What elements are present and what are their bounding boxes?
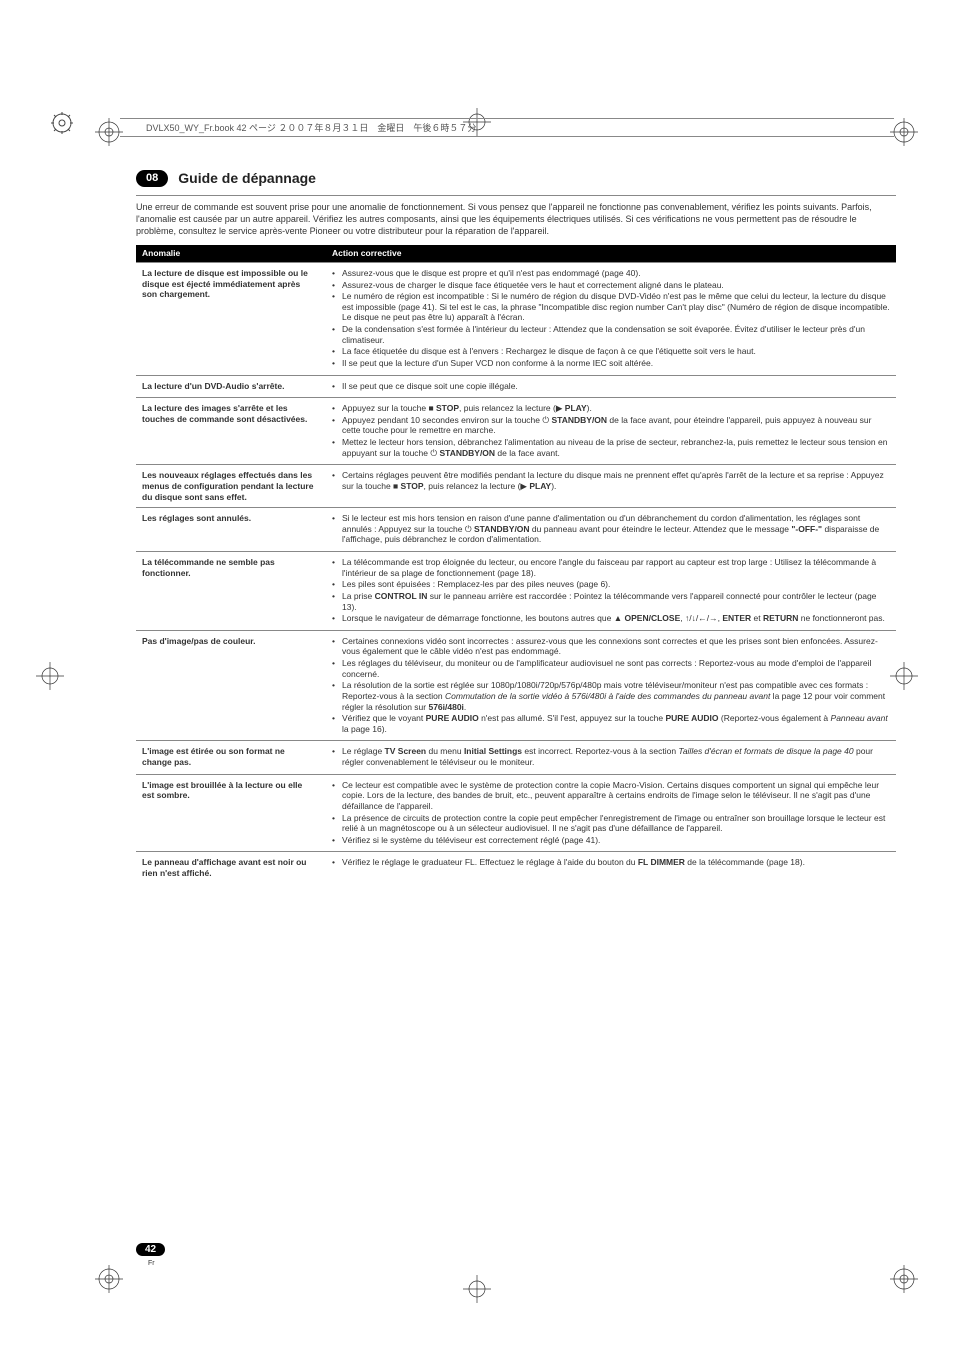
action-list: Assurez-vous que le disque est propre et… [332,268,890,369]
action-item: La télécommande est trop éloignée du lec… [332,557,890,578]
action-list: Appuyez sur la touche ■ STOP, puis relan… [332,403,890,458]
action-item: La présence de circuits de protection co… [332,813,890,834]
table-row: L'image est étirée ou son format ne chan… [136,741,896,774]
anomaly-cell: Les nouveaux réglages effectués dans les… [136,465,326,508]
table-row: Le panneau d'affichage avant est noir ou… [136,852,896,884]
troubleshoot-table: Anomalie Action corrective La lecture de… [136,245,896,883]
action-cell: Assurez-vous que le disque est propre et… [326,262,896,375]
table-row: La lecture d'un DVD-Audio s'arrête. Il se… [136,375,896,398]
anomaly-cell: Pas d'image/pas de couleur. [136,630,326,741]
action-list: La télécommande est trop éloignée du lec… [332,557,890,624]
troubleshoot-tbody: La lecture de disque est impossible ou l… [136,262,896,883]
page-number-sub: Fr [148,1260,155,1267]
action-cell: Il se peut que ce disque soit une copie … [326,375,896,398]
action-item: Appuyez sur la touche ■ STOP, puis relan… [332,403,890,414]
action-item: Assurez-vous de charger le disque face é… [332,280,890,291]
crop-mark-top-right [890,118,918,146]
crop-mark-bottom-left [95,1265,123,1293]
header-strip-text: DVLX50_WY_Fr.book 42 ページ ２００７年８月３１日 金曜日 … [146,123,476,133]
action-list: Certains réglages peuvent être modifiés … [332,470,890,491]
chapter-header: 08 Guide de dépannage [136,170,896,187]
chapter-title: Guide de dépannage [178,170,316,187]
table-row: La télécommande ne semble pas fonctionne… [136,552,896,631]
action-item: Certains réglages peuvent être modifiés … [332,470,890,491]
action-cell: Si le lecteur est mis hors tension en ra… [326,508,896,552]
table-row: La lecture de disque est impossible ou l… [136,262,896,375]
th-action: Action corrective [326,245,896,262]
action-list: Certaines connexions vidéo sont incorrec… [332,636,890,735]
action-item: Le numéro de région est incompatible : S… [332,291,890,323]
action-cell: Le réglage TV Screen du menu Initial Set… [326,741,896,774]
table-row: Pas d'image/pas de couleur. Certaines con… [136,630,896,741]
chapter-rule [136,195,896,196]
anomaly-cell: L'image est étirée ou son format ne chan… [136,741,326,774]
anomaly-cell: La télécommande ne semble pas fonctionne… [136,552,326,631]
action-list: Si le lecteur est mis hors tension en ra… [332,513,890,545]
action-item: Les réglages du téléviseur, du moniteur … [332,658,890,679]
anomaly-cell: L'image est brouillée à la lecture ou el… [136,774,326,852]
action-item: Si le lecteur est mis hors tension en ra… [332,513,890,545]
action-item: Vérifiez que le voyant PURE AUDIO n'est … [332,713,890,734]
anomaly-cell: La lecture de disque est impossible ou l… [136,262,326,375]
action-item: Les piles sont épuisées : Remplacez-les … [332,579,890,590]
crop-mark-mid-left [36,662,64,690]
action-list: Il se peut que ce disque soit une copie … [332,381,890,392]
action-item: Il se peut que la lecture d'un Super VCD… [332,358,890,369]
action-cell: Vérifiez le réglage le graduateur FL. Ef… [326,852,896,884]
table-row: L'image est brouillée à la lecture ou el… [136,774,896,852]
action-cell: Certaines connexions vidéo sont incorrec… [326,630,896,741]
action-item: Mettez le lecteur hors tension, débranch… [332,437,890,458]
action-item: Le réglage TV Screen du menu Initial Set… [332,746,890,767]
action-list: Le réglage TV Screen du menu Initial Set… [332,746,890,767]
action-item: De la condensation s'est formée à l'inté… [332,324,890,345]
print-header-strip: DVLX50_WY_Fr.book 42 ページ ２００７年８月３１日 金曜日 … [120,118,894,137]
action-item: Appuyez pendant 10 secondes environ sur … [332,415,890,436]
page-body: 08 Guide de dépannage Une erreur de comm… [136,170,896,884]
action-item: Ce lecteur est compatible avec le systèm… [332,780,890,812]
action-cell: La télécommande est trop éloignée du lec… [326,552,896,631]
table-row: Les réglages sont annulés.Si le lecteur … [136,508,896,552]
crop-mark-bottom-right [890,1265,918,1293]
gear-icon [50,111,74,137]
action-item: La prise CONTROL IN sur le panneau arriè… [332,591,890,612]
th-anomalie: Anomalie [136,245,326,262]
action-list: Vérifiez le réglage le graduateur FL. Ef… [332,857,890,868]
action-list: Ce lecteur est compatible avec le systèm… [332,780,890,846]
action-cell: Ce lecteur est compatible avec le systèm… [326,774,896,852]
action-item: Certaines connexions vidéo sont incorrec… [332,636,890,657]
action-item: Il se peut que ce disque soit une copie … [332,381,890,392]
action-item: La face étiquetée du disque est à l'enve… [332,346,890,357]
anomaly-cell: La lecture des images s'arrête et les to… [136,398,326,465]
action-item: Lorsque le navigateur de démarrage fonct… [332,613,890,624]
action-cell: Appuyez sur la touche ■ STOP, puis relan… [326,398,896,465]
table-row: La lecture des images s'arrête et les to… [136,398,896,465]
crop-mark-top-left [95,118,123,146]
intro-paragraph: Une erreur de commande est souvent prise… [136,202,896,237]
action-item: Vérifiez le réglage le graduateur FL. Ef… [332,857,890,868]
page-number-badge: 42 [136,1243,165,1256]
action-cell: Certains réglages peuvent être modifiés … [326,465,896,508]
table-row: Les nouveaux réglages effectués dans les… [136,465,896,508]
anomaly-cell: Les réglages sont annulés. [136,508,326,552]
anomaly-cell: Le panneau d'affichage avant est noir ou… [136,852,326,884]
action-item: Vérifiez si le système du téléviseur est… [332,835,890,846]
action-item: Assurez-vous que le disque est propre et… [332,268,890,279]
crop-mark-bottom-center [463,1275,491,1303]
action-item: La résolution de la sortie est réglée su… [332,680,890,712]
anomaly-cell: La lecture d'un DVD-Audio s'arrête. [136,375,326,398]
chapter-number-badge: 08 [136,170,168,187]
